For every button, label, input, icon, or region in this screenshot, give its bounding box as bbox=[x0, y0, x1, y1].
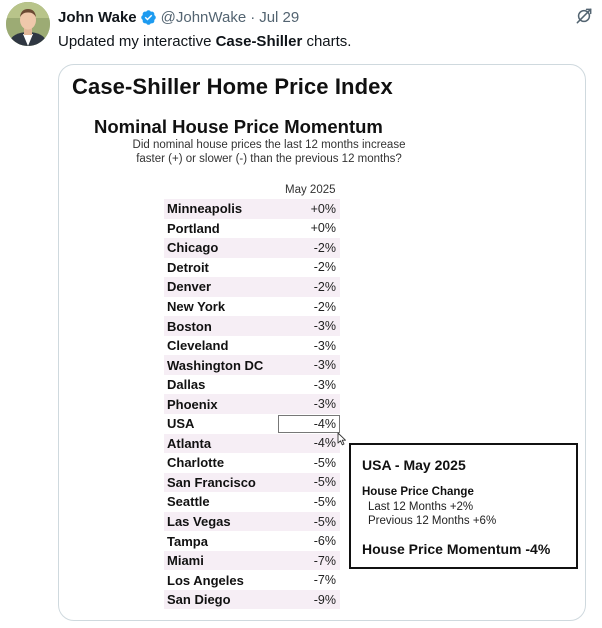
city-value: -7% bbox=[313, 573, 336, 588]
author-name[interactable]: John Wake bbox=[58, 8, 137, 26]
chart-title: Case-Shiller Home Price Index bbox=[72, 74, 393, 99]
city-name: Phoenix bbox=[167, 396, 218, 412]
table-row-selected[interactable]: USA -4% bbox=[164, 414, 340, 434]
city-value: -6% bbox=[313, 534, 336, 549]
table-row[interactable]: Boston -3% bbox=[164, 316, 340, 336]
city-name: San Francisco bbox=[167, 474, 256, 490]
column-header: May 2025 bbox=[285, 184, 336, 196]
table-row[interactable]: Charlotte -5% bbox=[164, 453, 340, 473]
grok-icon[interactable] bbox=[574, 6, 594, 26]
chart-question-line1: Did nominal house prices the last 12 mon… bbox=[132, 139, 406, 151]
city-name: Denver bbox=[167, 279, 212, 295]
city-value: +0% bbox=[310, 221, 336, 236]
city-name: San Diego bbox=[167, 592, 231, 608]
city-name: Tampa bbox=[167, 533, 208, 549]
city-name: Seattle bbox=[167, 494, 210, 510]
city-value: -3% bbox=[313, 358, 336, 373]
city-name: USA bbox=[167, 416, 195, 432]
table-row[interactable]: Detroit -2% bbox=[164, 258, 340, 278]
tweet-text: Updated my interactive Case-Shiller char… bbox=[58, 33, 351, 50]
city-value: -5% bbox=[313, 475, 336, 490]
city-name: Portland bbox=[167, 220, 220, 236]
post-date[interactable]: Jul 29 bbox=[259, 8, 300, 26]
city-name: Miami bbox=[167, 553, 204, 569]
city-name: Dallas bbox=[167, 377, 206, 393]
city-name: Boston bbox=[167, 318, 212, 334]
table-row[interactable]: New York -2% bbox=[164, 297, 340, 317]
tweet-header: John Wake @JohnWake · Jul 29 bbox=[58, 6, 592, 28]
city-value: -2% bbox=[313, 260, 336, 275]
city-name: Detroit bbox=[167, 259, 209, 275]
city-value: -5% bbox=[313, 494, 336, 509]
tweet-text-suffix: charts. bbox=[302, 33, 352, 50]
city-name: Charlotte bbox=[167, 455, 225, 471]
table-row[interactable]: Portland +0% bbox=[164, 219, 340, 239]
city-value: -2% bbox=[313, 299, 336, 314]
table-row[interactable]: Seattle -5% bbox=[164, 492, 340, 512]
media-image[interactable]: Case-Shiller Home Price Index Nominal Ho… bbox=[58, 64, 586, 621]
mouse-pointer-icon bbox=[336, 432, 348, 446]
tooltip-momentum: House Price Momentum -4% bbox=[362, 541, 551, 557]
city-name: Cleveland bbox=[167, 338, 229, 354]
city-value: +0% bbox=[310, 201, 336, 216]
city-name: Chicago bbox=[167, 240, 219, 256]
table-row[interactable]: Tampa -6% bbox=[164, 531, 340, 551]
city-value: -5% bbox=[313, 514, 336, 529]
chart-tooltip: USA - May 2025 House Price Change Last 1… bbox=[349, 443, 578, 569]
table-row[interactable]: Miami -7% bbox=[164, 550, 340, 571]
city-name: Atlanta bbox=[167, 435, 212, 451]
city-table: Minneapolis +0% Portland +0% Chicago -2% De… bbox=[164, 199, 340, 610]
table-row[interactable]: Phoenix -3% bbox=[164, 394, 340, 415]
table-row[interactable]: Dallas -3% bbox=[164, 375, 340, 395]
city-value: -2% bbox=[313, 240, 336, 255]
author-avatar[interactable] bbox=[6, 2, 50, 46]
city-name: Washington DC bbox=[167, 357, 264, 373]
tooltip-title: USA - May 2025 bbox=[362, 457, 466, 473]
table-row[interactable]: San Diego -9% bbox=[164, 589, 340, 610]
table-row[interactable]: Washington DC -3% bbox=[164, 355, 340, 375]
tooltip-label: House Price Change bbox=[362, 486, 474, 498]
table-row[interactable]: Chicago -2% bbox=[164, 238, 340, 258]
table-row[interactable]: Las Vegas -5% bbox=[164, 511, 340, 532]
tweet-text-prefix: Updated my interactive bbox=[58, 33, 216, 50]
city-value: -3% bbox=[313, 338, 336, 353]
table-row[interactable]: Atlanta -4% bbox=[164, 433, 340, 454]
separator-dot: · bbox=[250, 8, 256, 26]
city-value: -5% bbox=[313, 455, 336, 470]
city-name: New York bbox=[167, 299, 226, 314]
chart-subtitle: Nominal House Price Momentum bbox=[94, 116, 383, 137]
city-value: -2% bbox=[313, 279, 336, 294]
city-value: -3% bbox=[313, 377, 336, 392]
table-row[interactable]: San Francisco -5% bbox=[164, 472, 340, 493]
city-value: -3% bbox=[313, 319, 336, 334]
verified-badge-icon[interactable] bbox=[140, 9, 157, 26]
city-name: Minneapolis bbox=[167, 201, 243, 217]
tweet-text-bold: Case-Shiller bbox=[215, 33, 303, 50]
tooltip-line-previous-12: Previous 12 Months +6% bbox=[368, 515, 497, 527]
city-value: -4% bbox=[313, 416, 336, 431]
selection-box bbox=[278, 415, 340, 434]
city-value: -3% bbox=[313, 397, 336, 412]
city-name: Las Vegas bbox=[167, 514, 231, 530]
city-value: -9% bbox=[313, 592, 336, 607]
tooltip-line-last-12: Last 12 Months +2% bbox=[368, 501, 474, 513]
table-row[interactable]: Los Angeles -7% bbox=[164, 570, 340, 590]
table-row[interactable]: Denver -2% bbox=[164, 277, 340, 297]
city-name: Los Angeles bbox=[167, 572, 244, 588]
table-row[interactable]: Minneapolis +0% bbox=[164, 199, 340, 219]
city-value: -4% bbox=[313, 436, 336, 451]
city-value: -7% bbox=[313, 553, 336, 568]
table-row[interactable]: Cleveland -3% bbox=[164, 336, 340, 356]
author-handle[interactable]: @JohnWake bbox=[160, 8, 247, 26]
chart-question-line2: faster (+) or slower (-) than the previo… bbox=[136, 153, 402, 165]
